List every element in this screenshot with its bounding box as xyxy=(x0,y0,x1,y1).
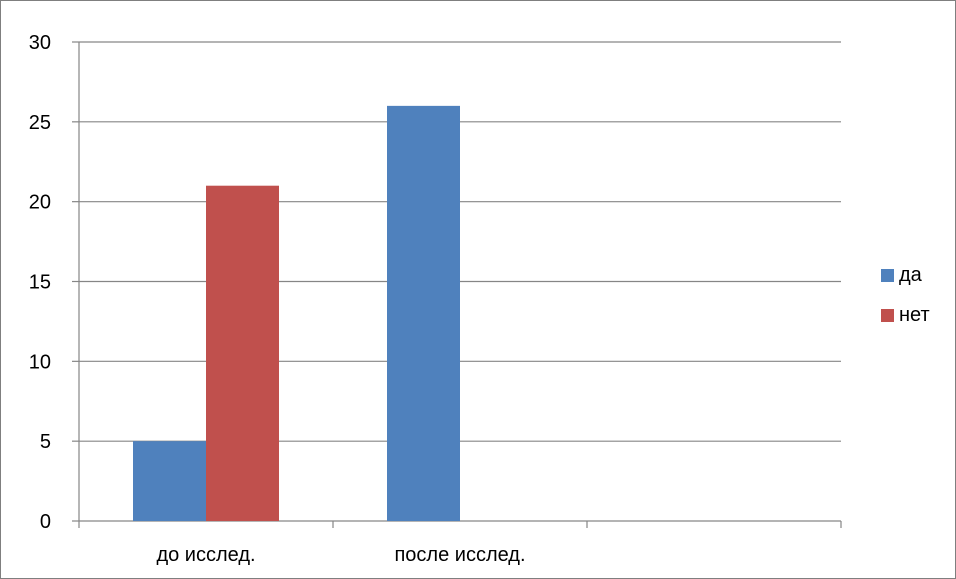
y-tick-label: 0 xyxy=(40,511,51,533)
legend-item-net: нет xyxy=(881,304,930,326)
bar xyxy=(133,441,206,521)
y-tick-label: 30 xyxy=(29,32,51,54)
legend-swatch-da xyxy=(881,268,894,282)
legend-item-da: да xyxy=(881,264,930,286)
bars xyxy=(133,105,460,521)
y-tick-label: 20 xyxy=(29,192,51,214)
y-tick-label: 25 xyxy=(29,112,51,134)
legend-swatch-net xyxy=(881,308,894,322)
x-tick-label: до исслед. xyxy=(156,544,255,566)
bar xyxy=(206,185,279,521)
tick-labels: 0 5 10 15 20 25 30 до исслед. после исслед. xyxy=(29,32,526,566)
y-tick-label: 5 xyxy=(40,431,51,453)
y-tick-label: 15 xyxy=(29,272,51,294)
legend: да нет xyxy=(881,264,930,344)
bar xyxy=(387,105,460,521)
legend-label-net: нет xyxy=(899,303,930,326)
legend-label-da: да xyxy=(899,263,922,286)
y-tick-label: 10 xyxy=(29,351,51,373)
x-tick-label: после исслед. xyxy=(394,544,525,566)
